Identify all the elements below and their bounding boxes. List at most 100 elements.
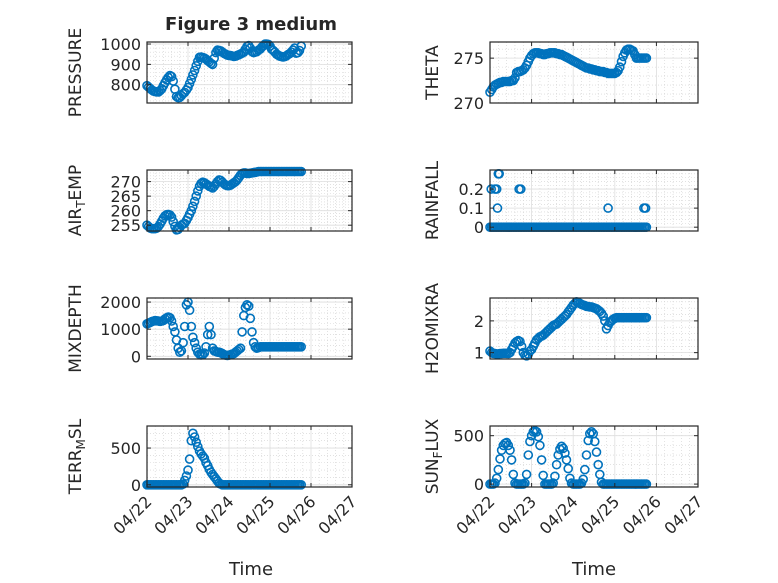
data-point [531, 426, 542, 437]
y-tick-label: 900 [110, 55, 141, 74]
y-tick-label: 1000 [100, 35, 141, 54]
data-point [558, 443, 569, 454]
data-point [296, 341, 307, 352]
y-tick-label: 0.1 [459, 199, 484, 218]
subplot-4: 00.10.2 RAINFALL [423, 160, 699, 240]
data-point [603, 203, 613, 213]
data-point [184, 305, 195, 316]
data-point [243, 301, 254, 311]
y-tick-label: 270 [453, 94, 484, 113]
y-tick-label: 1 [474, 344, 484, 363]
data-point [189, 196, 200, 207]
y-tick-label: 255 [110, 216, 141, 235]
y-tick-label: 0 [131, 476, 141, 495]
data-point [495, 454, 505, 464]
y-axis-label: TERRMSL [66, 418, 88, 495]
y-tick-label: 1000 [100, 320, 141, 339]
data-point [579, 464, 590, 475]
y-tick-label: 265 [110, 187, 141, 206]
data-point [199, 348, 210, 358]
data-point [583, 435, 594, 446]
data-point [641, 53, 652, 63]
data-point [166, 316, 177, 326]
data-point [593, 459, 604, 470]
data-point [188, 201, 198, 212]
y-tick-label: 0 [131, 347, 141, 366]
axes-box [489, 41, 699, 104]
data-point [515, 336, 525, 347]
y-tick-label: 800 [110, 76, 141, 95]
axes-background [490, 170, 698, 231]
data-series [485, 425, 652, 489]
data-point [168, 216, 178, 227]
data-point [247, 327, 257, 337]
data-point [166, 212, 177, 222]
data-series [142, 428, 307, 490]
y-tick-label: 270 [110, 173, 141, 192]
axes-box [489, 297, 699, 360]
data-point [516, 341, 527, 352]
data-point [186, 205, 197, 216]
data-point [591, 447, 602, 457]
data-point [505, 445, 515, 456]
data-point [191, 61, 201, 71]
data-point [193, 186, 203, 196]
data-point [206, 329, 216, 340]
data-point [235, 343, 246, 354]
data-point [641, 479, 652, 489]
y-axis-label: RAINFALL [423, 160, 443, 240]
y-tick-label: 260 [110, 202, 141, 221]
data-series [142, 297, 307, 361]
data-point [245, 313, 256, 324]
figure-title: Figure 3 medium [165, 14, 337, 35]
data-point [523, 450, 534, 460]
data-point [589, 436, 600, 447]
data-point [191, 437, 201, 448]
y-tick-label: 500 [110, 439, 141, 458]
data-point [184, 454, 195, 464]
data-point [186, 321, 197, 332]
subplot-5: 0 1000 2000 MIXDEPTH [66, 284, 353, 373]
data-point [493, 464, 504, 475]
data-point [209, 53, 219, 64]
y-axis-label: AIRTEMP [66, 165, 88, 236]
y-tick-label: 0 [474, 218, 484, 237]
y-tick-label: 0.2 [459, 180, 484, 199]
data-point [294, 45, 305, 56]
data-point [525, 436, 535, 447]
y-tick-label: 0 [474, 475, 484, 494]
data-point [561, 455, 572, 465]
data-series [142, 39, 307, 103]
y-tick-label: 275 [453, 49, 484, 68]
y-axis-label: SUNFLUX [423, 418, 445, 494]
data-point [179, 321, 190, 332]
data-point [168, 321, 178, 332]
y-axis-label: MIXDEPTH [66, 284, 86, 373]
data-point [641, 312, 652, 323]
data-point [296, 479, 307, 490]
data-point [234, 344, 244, 355]
subplot-2: 270 275 THETA [423, 41, 699, 113]
data-point [640, 203, 651, 213]
data-point [550, 471, 560, 482]
data-point [521, 469, 532, 480]
data-point [201, 341, 211, 352]
data-point [581, 450, 592, 460]
data-point [183, 465, 193, 475]
x-axis-label-right: Time [571, 559, 616, 580]
data-point [515, 184, 526, 194]
data-point [179, 475, 190, 486]
data-point [188, 332, 198, 343]
axes-box [146, 425, 353, 488]
data-point [186, 74, 197, 85]
data-point [586, 426, 597, 437]
data-point [506, 455, 517, 465]
data-point [242, 299, 252, 310]
data-point [491, 473, 502, 484]
data-point [178, 337, 188, 348]
data-point [553, 450, 564, 460]
data-point [191, 191, 201, 201]
subplot-6: 1 2 H2OMIXRA [423, 283, 699, 374]
data-point [189, 432, 200, 442]
